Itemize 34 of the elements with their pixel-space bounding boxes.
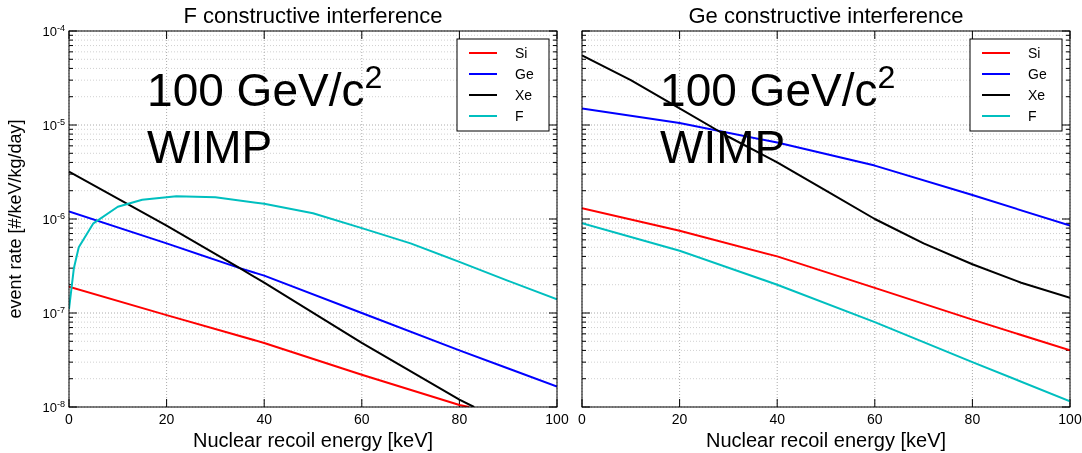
y-tick-label: 10$^{-7}$ [42,305,65,321]
annotation: 100 GeV/c$^{2}$ [660,59,896,117]
x-tick-label: 0 [65,411,74,427]
x-tick-label: 40 [769,411,786,427]
chart-title: Ge constructive interference [688,3,964,28]
x-axis-title: Nuclear recoil energy [keV] [705,429,947,451]
y-tick-label: 10$^{-4}$ [42,23,65,39]
legend-label: Ge [515,66,534,82]
line-series [69,210,557,388]
legend-label: F [1028,108,1037,124]
x-axis-title: Nuclear recoil energy [keV] [192,429,434,451]
legend-label: F [515,108,524,124]
x-tick-label: 60 [867,411,883,427]
legend-label: Xe [1028,87,1046,103]
y-tick-label: 10$^{-6}$ [42,211,65,227]
x-tick-label: 100 [1058,411,1082,427]
x-tick-label: 60 [354,411,370,427]
y-tick-label: 10$^{-8}$ [42,399,65,415]
chart-title: F constructive interference [183,3,443,28]
legend-label: Si [515,45,528,61]
x-tick-label: 20 [671,411,688,427]
y-tick-label: 10$^{-5}$ [42,117,65,133]
x-tick-label: 80 [964,411,981,427]
legend-label: Xe [515,87,533,103]
y-axis-title: event rate [#/keV/kg/day] [5,119,25,319]
x-tick-label: 20 [158,411,175,427]
annotation: 100 GeV/c$^{2}$ [147,59,383,117]
x-tick-label: 80 [451,411,468,427]
x-tick-label: 0 [578,411,587,427]
legend-label: Ge [1028,66,1047,82]
annotation: WIMP [147,120,273,173]
x-tick-label: 100 [545,411,569,427]
legend-label: Si [1028,45,1041,61]
x-tick-label: 40 [256,411,273,427]
